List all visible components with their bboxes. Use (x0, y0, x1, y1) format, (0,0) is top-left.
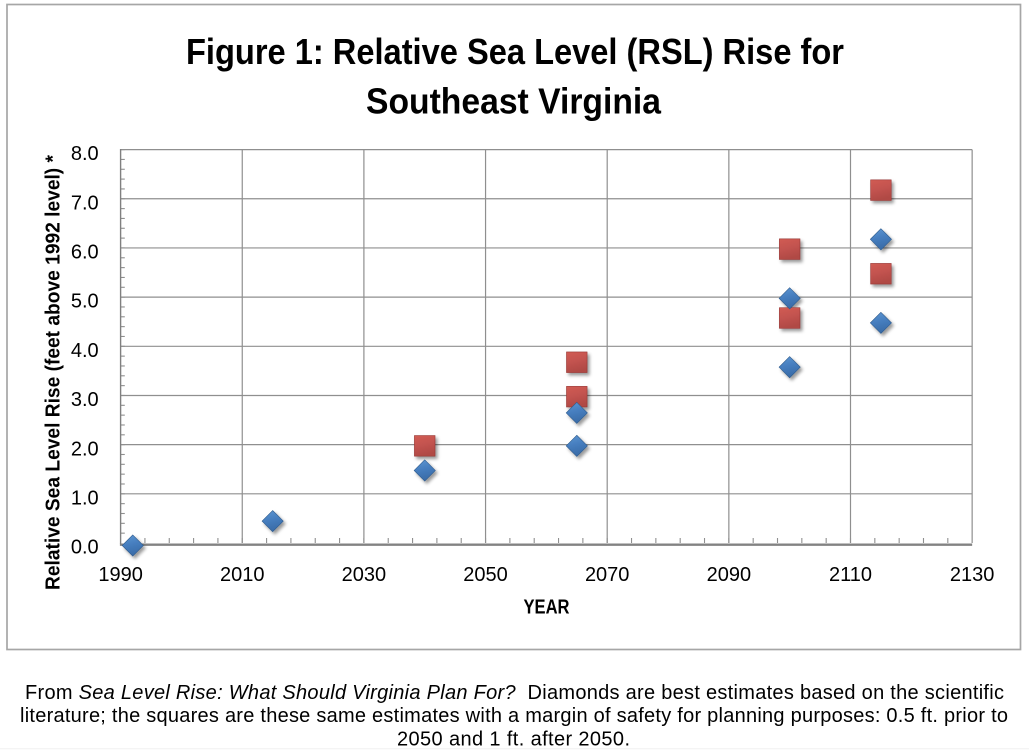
svg-text:3.0: 3.0 (71, 389, 99, 411)
svg-text:From Sea Level Rise: What Shou: From Sea Level Rise: What Should Virgini… (25, 682, 1004, 704)
svg-text:2070: 2070 (585, 564, 630, 586)
svg-text:Relative Sea Level Rise (feet: Relative Sea Level Rise (feet above 1992… (43, 155, 65, 590)
svg-text:Figure 1: Relative Sea Level (: Figure 1: Relative Sea Level (RSL) Rise … (186, 31, 844, 72)
svg-text:2010: 2010 (220, 564, 265, 586)
svg-text:literature; the squares are th: literature; the squares are these same e… (20, 705, 1008, 727)
svg-text:2050 and 1 ft. after 2050.: 2050 and 1 ft. after 2050. (397, 728, 630, 750)
svg-text:4.0: 4.0 (71, 340, 99, 362)
svg-text:2030: 2030 (342, 564, 387, 586)
svg-text:6.0: 6.0 (71, 242, 99, 264)
svg-text:7.0: 7.0 (71, 192, 99, 214)
svg-text:5.0: 5.0 (71, 291, 99, 313)
svg-text:2.0: 2.0 (71, 438, 99, 460)
svg-text:1990: 1990 (98, 564, 143, 586)
svg-text:0.0: 0.0 (71, 537, 99, 559)
svg-text:1.0: 1.0 (71, 487, 99, 509)
svg-text:8.0: 8.0 (71, 143, 99, 165)
svg-text:2050: 2050 (463, 564, 508, 586)
svg-text:YEAR: YEAR (524, 597, 570, 619)
svg-text:Southeast Virginia: Southeast Virginia (366, 80, 662, 121)
svg-text:2110: 2110 (829, 564, 872, 586)
svg-text:2130: 2130 (950, 564, 995, 586)
svg-text:2090: 2090 (707, 564, 752, 586)
